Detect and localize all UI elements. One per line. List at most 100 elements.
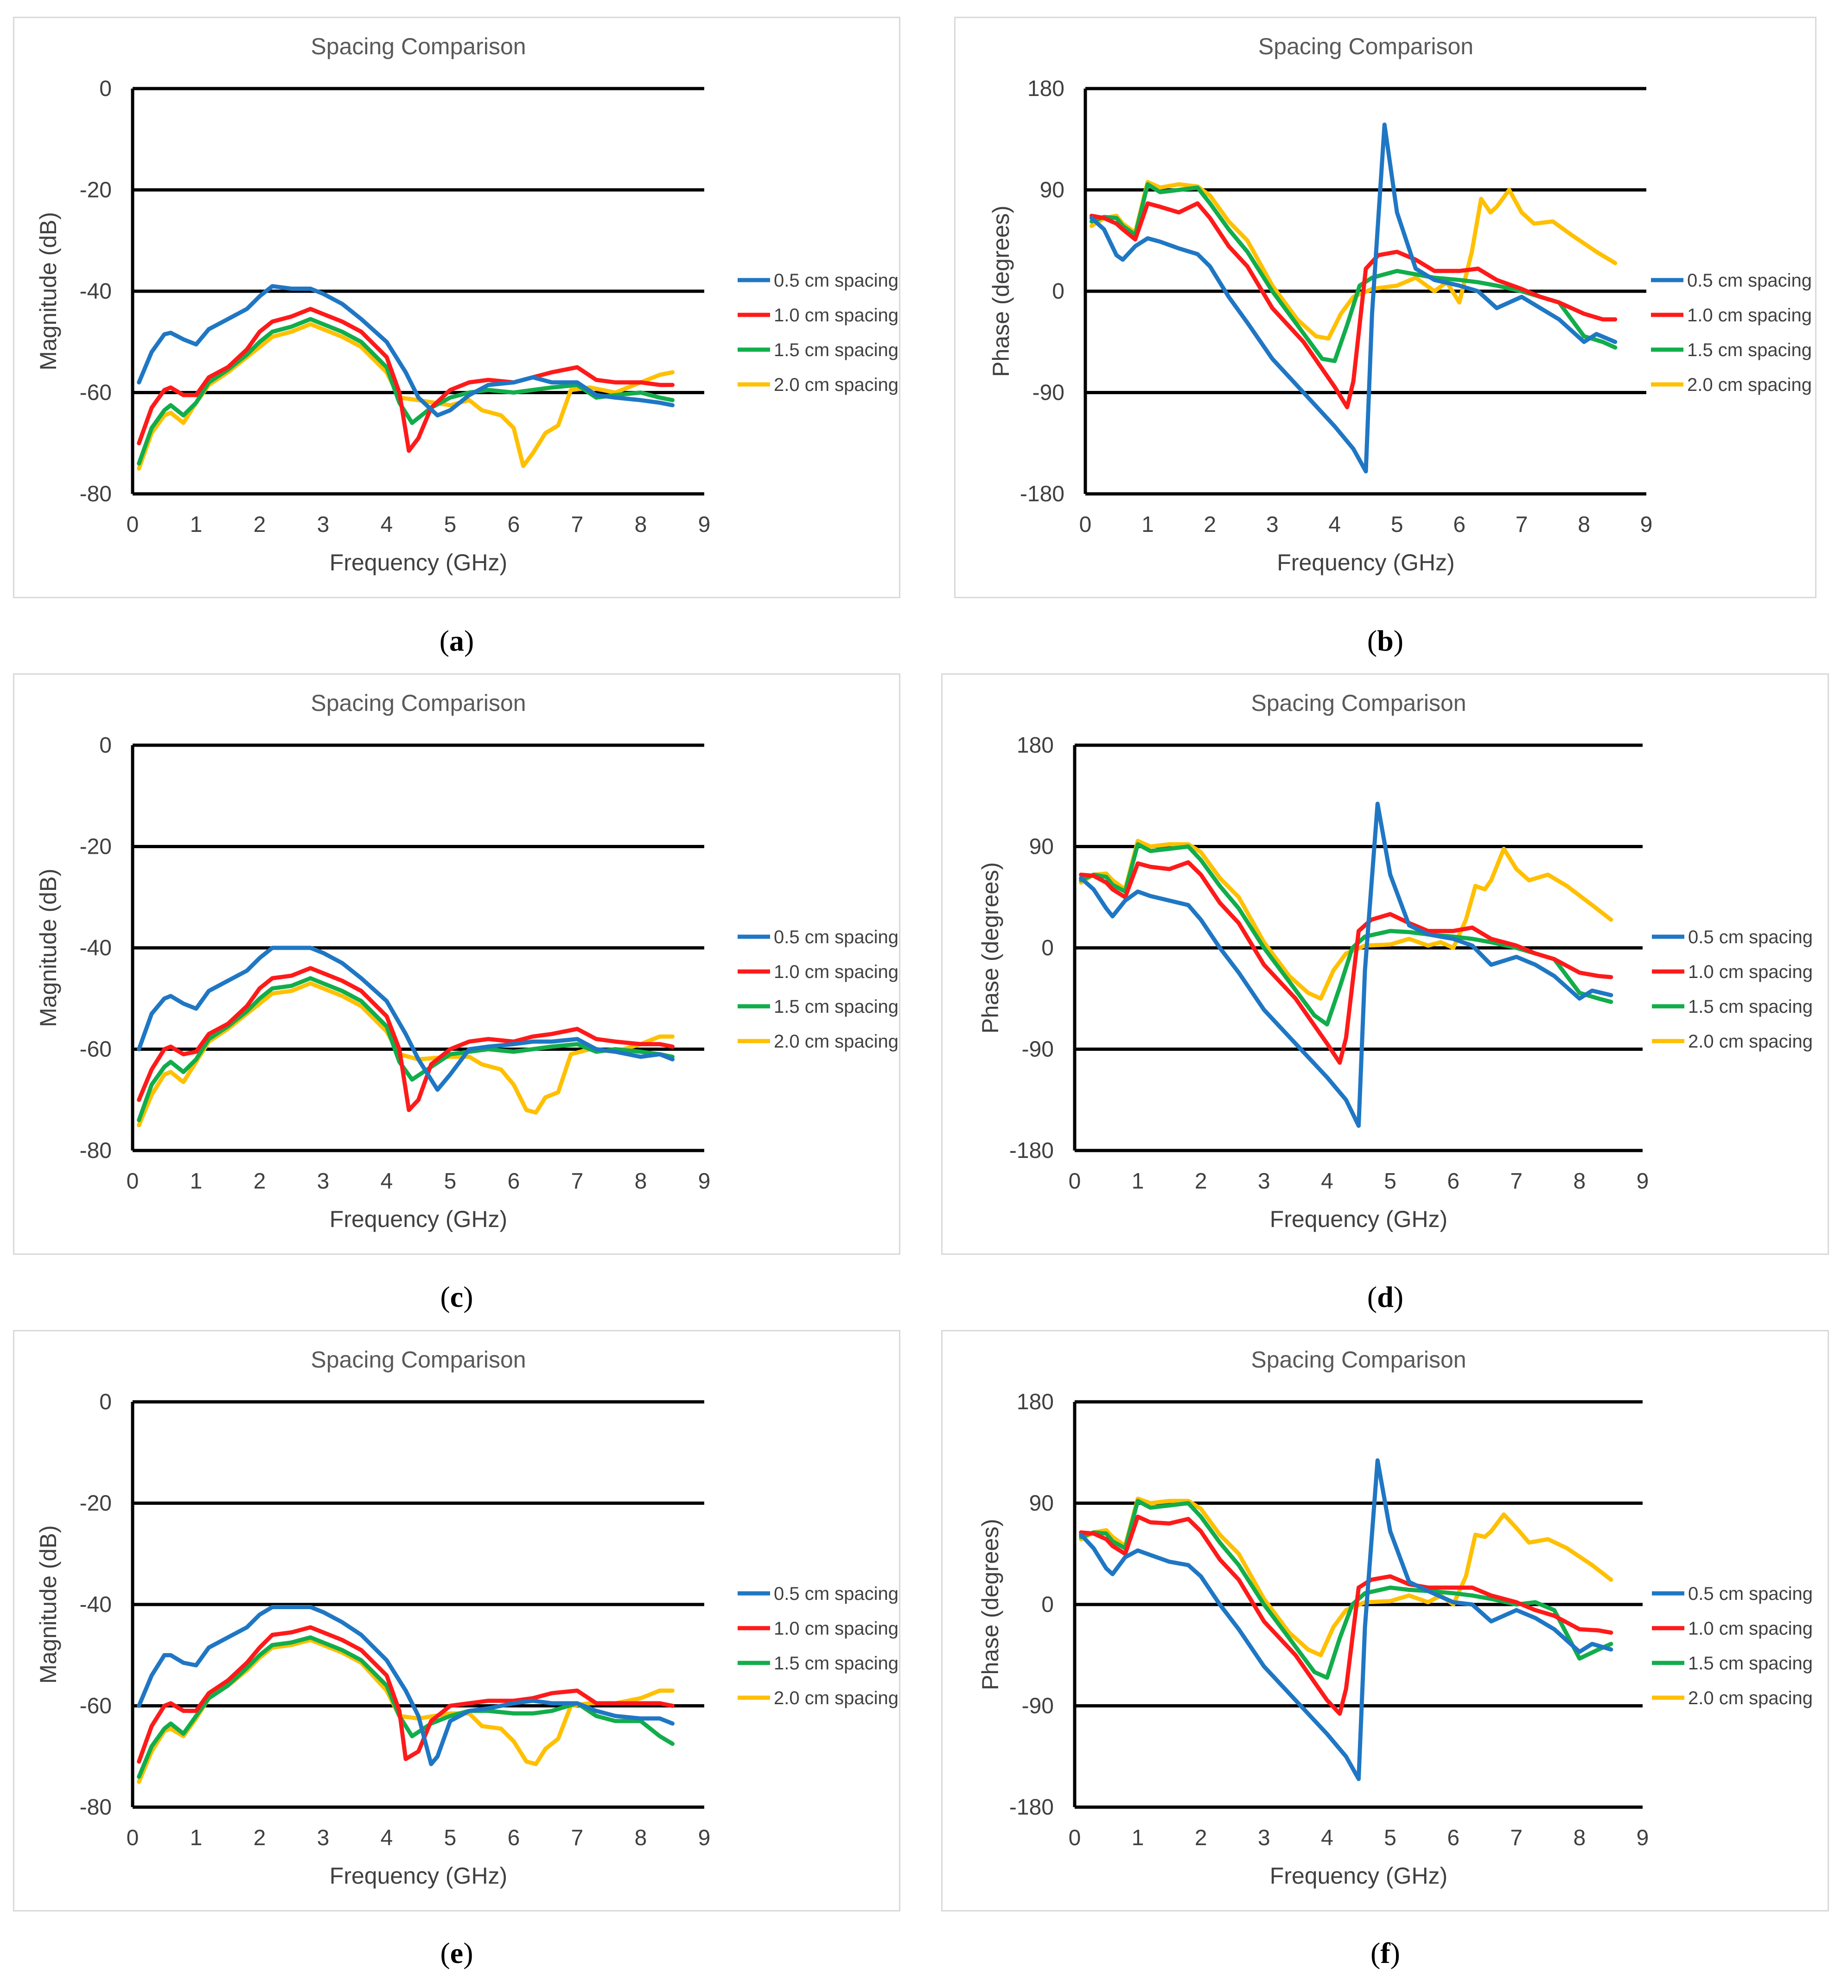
series-line-1-5cm [1079,842,1613,1027]
y-tick-label: -80 [80,1138,112,1163]
legend-label: 2.0 cm spacing [774,1688,899,1708]
x-tick-label: 9 [698,1826,711,1850]
x-tick-label: 8 [635,1826,647,1850]
panel-caption-letter: f [1380,1937,1390,1969]
chart-svg: Spacing Comparison 0 -20 -40 -60 -80 0 1 2 3 4 5 6 7 8… [35,1347,899,1889]
legend-label: 0.5 cm spacing [774,270,899,291]
chart-panel-b: Spacing Comparison 180 90 0 -90 -180 0 1 2 3 4 5 6 7 8… [954,17,1816,598]
x-tick-label: 0 [1069,1826,1081,1850]
legend-label: 1.0 cm spacing [774,305,899,326]
y-tick-label: -60 [80,381,112,405]
x-tick-label: 3 [1258,1169,1270,1194]
panel-caption: (c) [440,1280,473,1313]
series-line-1-0cm [137,966,675,1112]
x-tick-label: 3 [317,1826,330,1850]
x-tick-label: 1 [190,512,203,537]
legend-label: 1.0 cm spacing [1688,1618,1813,1639]
series-line-0-5cm [137,1605,675,1766]
chart-title: Spacing Comparison [1251,1347,1466,1373]
y-tick-label: 0 [99,733,112,758]
y-tick-label: -180 [1009,1795,1054,1820]
x-tick-label: 5 [444,1169,457,1194]
x-tick-label: 8 [1574,1826,1586,1850]
series-line-1-5cm [137,317,675,466]
y-tick-label: 180 [1027,77,1064,101]
legend-label: 1.5 cm spacing [1688,997,1813,1017]
y-axis-label: Magnitude (dB) [35,1525,61,1684]
panel-caption: (d) [1367,1280,1404,1313]
x-tick-label: 7 [1516,512,1528,537]
chart-title: Spacing Comparison [1251,690,1466,716]
panel-caption-letter: b [1377,624,1394,657]
x-tick-label: 6 [1447,1826,1459,1850]
legend-label: 2.0 cm spacing [1687,375,1812,395]
chart-svg: Spacing Comparison 180 90 0 -90 -180 0 1 2 3 4 5 6 7 8… [988,33,1812,575]
x-tick-label: 2 [1195,1826,1207,1850]
y-tick-label: -20 [80,1491,112,1516]
series-line-0-5cm [137,284,675,418]
x-tick-label: 7 [571,1826,584,1850]
y-tick-label: 90 [1029,1491,1054,1516]
series-line-2-0cm [1089,180,1618,341]
x-axis-label: Frequency (GHz) [1270,1206,1447,1232]
chart-svg: Spacing Comparison 0 -20 -40 -60 -80 0 1 2 3 4 5 6 7 8… [35,33,899,575]
x-tick-label: 4 [1328,512,1341,537]
x-tick-label: 7 [571,1169,584,1194]
y-tick-label: -60 [80,1037,112,1062]
chart-panel-d: Spacing Comparison 180 90 0 -90 -180 0 1 2 3 4 5 6 7 8… [941,673,1829,1255]
y-tick-label: -40 [80,279,112,304]
y-tick-label: -40 [80,1592,112,1617]
x-tick-label: 5 [1391,512,1403,537]
x-tick-label: 7 [571,512,584,537]
x-tick-label: 1 [1141,512,1154,537]
series-line-2-0cm [1079,838,1613,1001]
panel-caption: (b) [1367,624,1404,657]
x-tick-label: 4 [381,1826,393,1850]
chart-title: Spacing Comparison [311,33,526,59]
x-tick-label: 0 [1079,512,1092,537]
x-tick-label: 3 [317,512,330,537]
legend-label: 1.0 cm spacing [774,1618,899,1639]
legend-label: 1.5 cm spacing [774,1653,899,1674]
legend-label: 1.5 cm spacing [1687,340,1812,360]
x-tick-label: 6 [1453,512,1466,537]
x-tick-label: 6 [508,1826,520,1850]
x-tick-label: 0 [127,512,139,537]
series-line-1-5cm [137,976,675,1122]
y-tick-label: 90 [1040,178,1064,203]
x-tick-label: 5 [1384,1169,1396,1194]
y-tick-label: -80 [80,482,112,506]
x-tick-label: 1 [190,1169,203,1194]
legend-label: 1.5 cm spacing [1688,1653,1813,1674]
series-line-1-0cm [137,1625,675,1764]
y-tick-label: -180 [1020,482,1064,506]
legend-label: 2.0 cm spacing [774,375,899,395]
x-tick-label: 8 [635,512,647,537]
y-tick-label: 90 [1029,835,1054,859]
x-axis-label: Frequency (GHz) [1270,1863,1447,1889]
chart-svg: Spacing Comparison 180 90 0 -90 -180 0 1 2 3 4 5 6 7 8… [977,1347,1813,1889]
legend-label: 0.5 cm spacing [1688,927,1813,947]
y-tick-label: 0 [1052,279,1064,304]
legend-label: 0.5 cm spacing [1687,270,1812,291]
y-tick-label: 0 [1041,1592,1054,1617]
x-tick-label: 5 [1384,1826,1396,1850]
y-tick-label: 180 [1017,733,1054,758]
series-line-0-5cm [1079,1458,1613,1781]
y-tick-label: -20 [80,178,112,203]
y-axis-label: Magnitude (dB) [35,869,61,1027]
y-tick-label: 180 [1017,1390,1054,1414]
x-tick-label: 8 [635,1169,647,1194]
x-tick-label: 7 [1510,1826,1523,1850]
x-tick-label: 2 [254,1169,266,1194]
legend-label: 1.0 cm spacing [1688,962,1813,982]
x-tick-label: 7 [1510,1169,1523,1194]
y-tick-label: -90 [1032,381,1064,405]
x-tick-label: 9 [1640,512,1653,537]
legend-label: 2.0 cm spacing [1688,1688,1813,1708]
y-tick-label: -40 [80,936,112,960]
legend-label: 2.0 cm spacing [774,1031,899,1052]
x-tick-label: 4 [381,512,393,537]
x-tick-label: 5 [444,1826,457,1850]
panel-caption-letter: e [450,1937,464,1969]
